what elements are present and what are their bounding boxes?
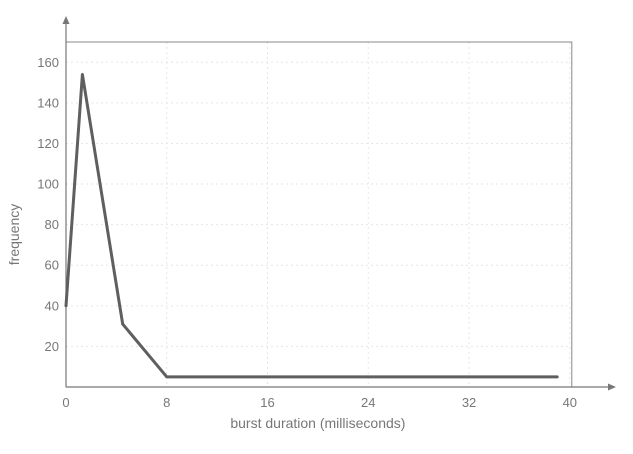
grid [66,42,572,387]
x-tick-label-4: 32 [462,395,476,410]
y-tick-label-3: 80 [45,217,59,232]
y-tick-label-7: 160 [37,55,59,70]
x-tick-label-2: 16 [260,395,274,410]
x-axis-arrow-icon [608,383,616,391]
y-tick-label-2: 60 [45,258,59,273]
x-axis-title: burst duration (milliseconds) [230,415,405,431]
series-line-0 [64,73,559,379]
x-tick-label-5: 40 [563,395,577,410]
axes [62,16,616,391]
y-tick-label-1: 40 [45,298,59,313]
series [64,73,559,379]
y-tick-label-4: 100 [37,177,59,192]
y-tick-label-6: 140 [37,95,59,110]
y-axis-arrow-icon [62,16,70,24]
y-tick-label-5: 120 [37,136,59,151]
y-tick-label-0: 20 [45,339,59,354]
plot-frame [65,41,573,388]
x-tick-labels: 0 8 16 24 32 40 [62,395,577,410]
x-tick-label-3: 24 [361,395,375,410]
x-tick-label-0: 0 [62,395,69,410]
x-tick-label-1: 8 [163,395,170,410]
y-tick-labels: 20 40 60 80 100 120 140 160 [37,55,59,354]
y-axis-title: frequency [6,204,22,265]
